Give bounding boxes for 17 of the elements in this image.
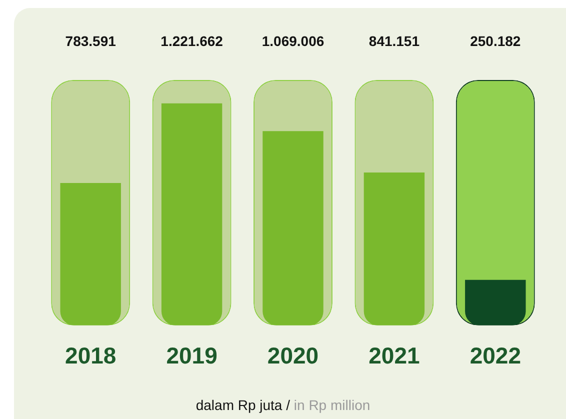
data-label: 841.151: [368, 32, 420, 49]
bar: [364, 172, 425, 326]
bar: [161, 103, 222, 326]
data-label: 783.591: [65, 32, 116, 49]
data-label: 1.069.006: [262, 32, 324, 49]
data-label: 250.182: [470, 32, 521, 49]
data-label: 1.221.662: [160, 32, 224, 49]
x-tick-label: 2018: [65, 342, 116, 369]
text: dalam Rp juta /: [196, 397, 290, 413]
bar: [60, 182, 121, 326]
text: in Rp million: [292, 397, 370, 413]
bar: [262, 131, 324, 326]
x-tick-label: 2021: [368, 342, 420, 369]
x-tick-label: 2020: [267, 342, 319, 369]
x-tick-label: 2022: [470, 342, 521, 369]
x-tick-label: 2019: [166, 342, 218, 369]
bar: [465, 280, 526, 326]
